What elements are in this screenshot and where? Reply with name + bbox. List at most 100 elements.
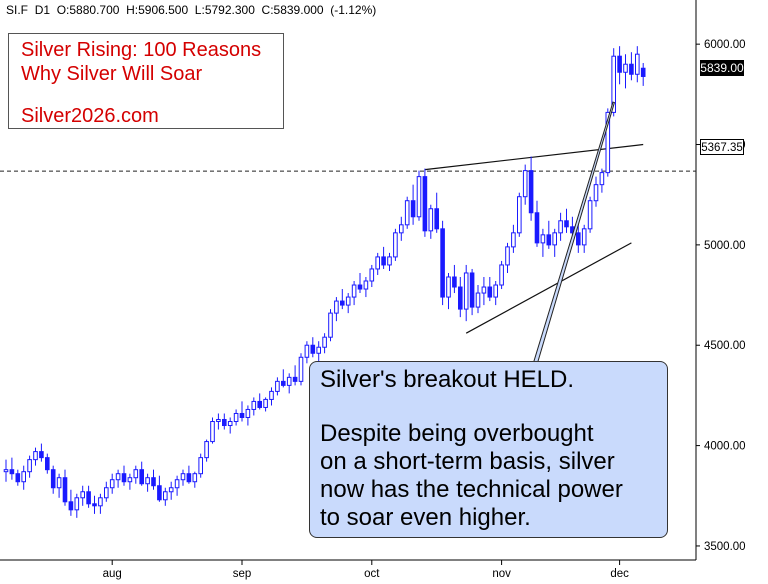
candle-up — [275, 380, 280, 392]
candle-down — [50, 469, 56, 489]
ohlc-readout: O:5880.700 H:5906.500 L:5792.300 C:5839.… — [56, 3, 377, 17]
candle-up — [369, 268, 375, 282]
candle-up — [56, 477, 62, 489]
y-tick-label: 6000.00 — [704, 39, 746, 51]
candle-up — [109, 479, 115, 489]
candle-up — [227, 421, 233, 427]
candle-up — [328, 312, 333, 338]
candle-down — [434, 208, 439, 230]
candle-up — [3, 469, 9, 473]
candle-up — [204, 441, 209, 459]
candle-down — [157, 485, 162, 501]
candle-up — [552, 232, 558, 246]
candle-up — [104, 487, 109, 499]
candle-up — [21, 471, 26, 483]
candle-down — [239, 412, 245, 418]
candle-up — [623, 63, 628, 73]
candle-down — [640, 67, 646, 77]
promo-site: Silver2026.com — [21, 105, 159, 127]
candle-up — [216, 418, 221, 423]
timeframe-label: D1 — [34, 3, 51, 17]
candle-up — [493, 284, 498, 298]
candle-down — [528, 170, 534, 214]
candle-down — [68, 501, 74, 511]
candle-down — [121, 473, 127, 483]
candle-up — [163, 491, 168, 501]
annotation-callout: Silver's breakout HELD. Despite being ov… — [309, 361, 668, 538]
candle-up — [145, 477, 150, 485]
candle-down — [222, 418, 227, 427]
chart-header: SI.F D1 O:5880.700 H:5906.500 L:5792.300… — [6, 3, 376, 17]
x-tick-label: oct — [364, 568, 380, 580]
candle-up — [286, 376, 292, 386]
callout-line: on a short-term basis, silver — [320, 448, 615, 475]
candle-down — [629, 63, 634, 75]
candle-down — [62, 477, 68, 503]
callout-headline: Silver's breakout HELD. — [320, 366, 575, 393]
candle-down — [546, 234, 552, 246]
candle-up — [263, 398, 268, 408]
candle-down — [292, 376, 298, 382]
candle-up — [399, 224, 404, 234]
candle-up — [351, 284, 357, 298]
candle-up — [428, 208, 434, 232]
trendline — [465, 242, 632, 334]
candle-up — [404, 200, 410, 226]
candle-up — [505, 246, 510, 266]
y-axis: 3500.004000.004500.005000.005500.006000.… — [696, 39, 746, 553]
candle-up — [446, 276, 451, 298]
promo-box: Silver Rising: 100 Reasons Why Silver Wi… — [8, 33, 284, 129]
promo-title-line1: Silver Rising: 100 Reasons — [21, 39, 262, 61]
candle-down — [340, 300, 345, 306]
candle-down — [564, 220, 569, 228]
candle-up — [587, 200, 593, 230]
y-tick-label: 4500.00 — [704, 340, 746, 352]
candle-up — [345, 296, 351, 306]
candle-up — [635, 53, 640, 75]
candle-up — [127, 477, 133, 483]
candle-up — [481, 286, 487, 294]
x-tick-label: sep — [233, 568, 252, 580]
candle-up — [269, 390, 274, 400]
candle-up — [334, 300, 339, 314]
trendlines — [424, 143, 644, 334]
candle-down — [9, 469, 15, 475]
trendline — [424, 143, 644, 171]
x-tick-label: dec — [610, 568, 629, 580]
candle-down — [15, 473, 21, 483]
y-tick-label: 5000.00 — [704, 240, 746, 252]
candle-up — [511, 232, 516, 248]
candle-up — [115, 473, 121, 481]
candle-up — [133, 469, 139, 479]
candle-up — [375, 256, 380, 270]
candle-down — [440, 228, 445, 298]
candle-down — [458, 286, 463, 310]
candle-down — [422, 176, 428, 232]
candle-up — [393, 232, 398, 258]
x-axis: aug sep oct nov dec — [103, 560, 629, 580]
x-tick-label: aug — [103, 568, 122, 580]
candle-up — [192, 473, 198, 483]
candle-up — [581, 228, 587, 246]
candle-down — [86, 491, 91, 505]
candle-up — [416, 176, 422, 218]
candle-up — [251, 400, 257, 410]
candle-up — [180, 473, 186, 481]
candle-up — [558, 220, 563, 234]
candle-up — [599, 172, 605, 186]
candle-up — [33, 451, 38, 461]
candle-down — [186, 473, 192, 483]
candle-up — [593, 184, 599, 202]
candle-up — [463, 272, 469, 310]
candle-up — [174, 479, 180, 489]
candle-up — [233, 412, 239, 423]
symbol-label: SI.F — [6, 3, 29, 17]
candle-down — [452, 276, 457, 288]
candle-up — [322, 336, 327, 348]
candle-up — [298, 356, 304, 382]
candle-up — [387, 256, 392, 266]
candle-up — [304, 344, 310, 358]
candle-down — [357, 284, 363, 290]
candle-down — [469, 272, 475, 308]
callout-line: now has the technical power — [320, 476, 623, 503]
